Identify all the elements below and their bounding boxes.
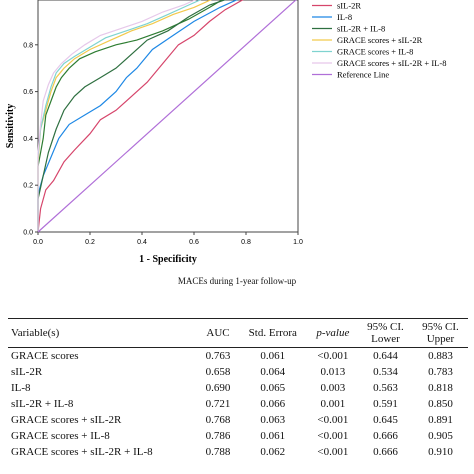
row-variable: sIL-2R [11,366,43,378]
row-value: 0.003 [320,382,346,394]
legend-label: sIL-2R + IL-8 [337,24,385,34]
row-value: 0.666 [373,446,398,458]
y-axis-label: Sensitivity [5,104,16,148]
row-value: 0.768 [205,414,231,426]
row-variable: IL-8 [11,382,31,394]
y-tick-label: 0.2 [23,183,33,190]
row-variable: GRACE scores + sIL-2R [11,414,122,426]
y-tick-label: 0.0 [23,230,33,237]
x-tick-label: 0.2 [85,239,95,246]
x-tick-label: 0.0 [33,239,43,246]
row-value: 0.061 [260,350,286,362]
roc-curve-2 [37,0,238,232]
chart-caption: MACEs during 1-year follow-up [177,276,297,286]
legend-label: Reference Line [337,70,389,80]
table-row: GRACE scores + sIL-2R 0.768 0.063 <0.001 0.6… [8,412,468,428]
row-value: 0.062 [260,446,286,458]
header-auc: AUC [206,327,230,339]
row-value: 0.905 [428,430,453,442]
table-row: sIL-2R + IL-8 0.721 0.066 0.001 0.591 0.850 [8,396,468,412]
legend-label: GRACE scores + sIL-2R + IL-8 [337,58,446,68]
x-tick-label: 0.6 [189,239,199,246]
row-variable: sIL-2R + IL-8 [11,398,74,410]
y-tick-label: 0.6 [23,89,33,96]
roc-chart: 0.0 0.2 0.4 0.6 0.8 1.0 0.0 0.2 0.4 0.6 0.8 1 - Spe… [5,0,446,265]
y-tick-label: 0.8 [23,42,33,49]
row-value: 0.563 [373,382,398,394]
table-row: GRACE scores + IL-8 0.786 0.061 <0.001 0.666… [8,428,468,444]
row-value: <0.001 [317,350,349,362]
row-value: 0.061 [260,430,286,442]
row-variable: GRACE scores + IL-8 [11,430,110,442]
table-row: GRACE scores + sIL-2R + IL-8 0.788 0.062 <0… [8,444,468,460]
row-variable: GRACE scores [11,350,79,362]
row-value: 0.065 [260,382,286,394]
roc-curve-3 [37,0,227,232]
row-value: 0.883 [428,350,453,362]
x-axis-label: 1 - Specificity [139,254,197,265]
x-tick-label: 0.4 [137,239,147,246]
y-tick-label: 0.4 [23,136,33,143]
row-value: 0.658 [205,366,231,378]
legend-label: GRACE scores + sIL-2R [337,35,423,45]
ci-label: 95% CI. [422,321,459,333]
header-p-value: p-value [316,327,350,339]
roc-curve-5 [37,0,202,232]
row-value: 0.783 [428,366,453,378]
row-value: 0.763 [205,350,231,362]
row-value: 0.644 [373,350,398,362]
row-value: 0.818 [428,382,453,394]
row-value: 0.666 [373,430,398,442]
row-value: 0.013 [320,366,346,378]
row-value: 0.690 [205,382,231,394]
header-variables: Variable(s) [11,327,60,339]
table-row: IL-8 0.690 0.065 0.003 0.563 0.818 [8,380,468,396]
legend-label: sIL-2R [337,1,361,11]
roc-curve-1 [37,0,244,233]
row-value: 0.910 [428,446,453,458]
row-value: <0.001 [317,414,349,426]
row-value: 0.001 [320,398,346,410]
axes: 0.0 0.2 0.4 0.6 0.8 1.0 0.0 0.2 0.4 0.6 0.8 1 - Spe… [5,42,303,265]
row-value: 0.788 [205,446,231,458]
roc-curve-0 [37,0,224,232]
table-header-row: Variable(s) AUC Std. Errora p-value 95% … [8,318,468,348]
table-body: GRACE scores 0.763 0.061 <0.001 0.644 0.883 sI… [8,348,468,461]
row-value: 0.534 [373,366,398,378]
row-value: 0.891 [428,414,453,426]
row-value: 0.063 [260,414,286,426]
legend-label: GRACE scores + IL-8 [337,47,413,57]
row-value: 0.591 [373,398,398,410]
ci-label: 95% CI. [367,321,404,333]
row-value: 0.064 [260,366,286,378]
row-value: 0.645 [373,414,398,426]
upper-label: Upper [426,333,455,345]
row-variable: GRACE scores + sIL-2R + IL-8 [11,446,153,458]
row-value: 0.850 [428,398,453,410]
legend-label: IL-8 [337,12,352,22]
lower-label: Lower [371,333,400,345]
header-std-error: Std. Errora [248,327,297,339]
roc-curve-6 [37,0,197,232]
x-tick-label: 1.0 [293,239,303,246]
roc-curves [37,0,297,233]
row-value: 0.786 [205,430,231,442]
table-row: GRACE scores 0.763 0.061 <0.001 0.644 0.883 [8,348,468,365]
row-value: 0.066 [260,398,286,410]
header-ci-upper: 95% CI. Upper [413,319,468,348]
x-tick-label: 0.8 [241,239,251,246]
row-value: <0.001 [317,446,349,458]
header-ci-lower: 95% CI. Lower [358,319,413,348]
row-value: 0.721 [205,398,231,410]
row-value: <0.001 [317,430,349,442]
auc-table: Variable(s) AUC Std. Errora p-value 95% … [8,318,468,460]
roc-curve-7 [37,0,297,233]
table-row: sIL-2R 0.658 0.064 0.013 0.534 0.783 [8,364,468,380]
